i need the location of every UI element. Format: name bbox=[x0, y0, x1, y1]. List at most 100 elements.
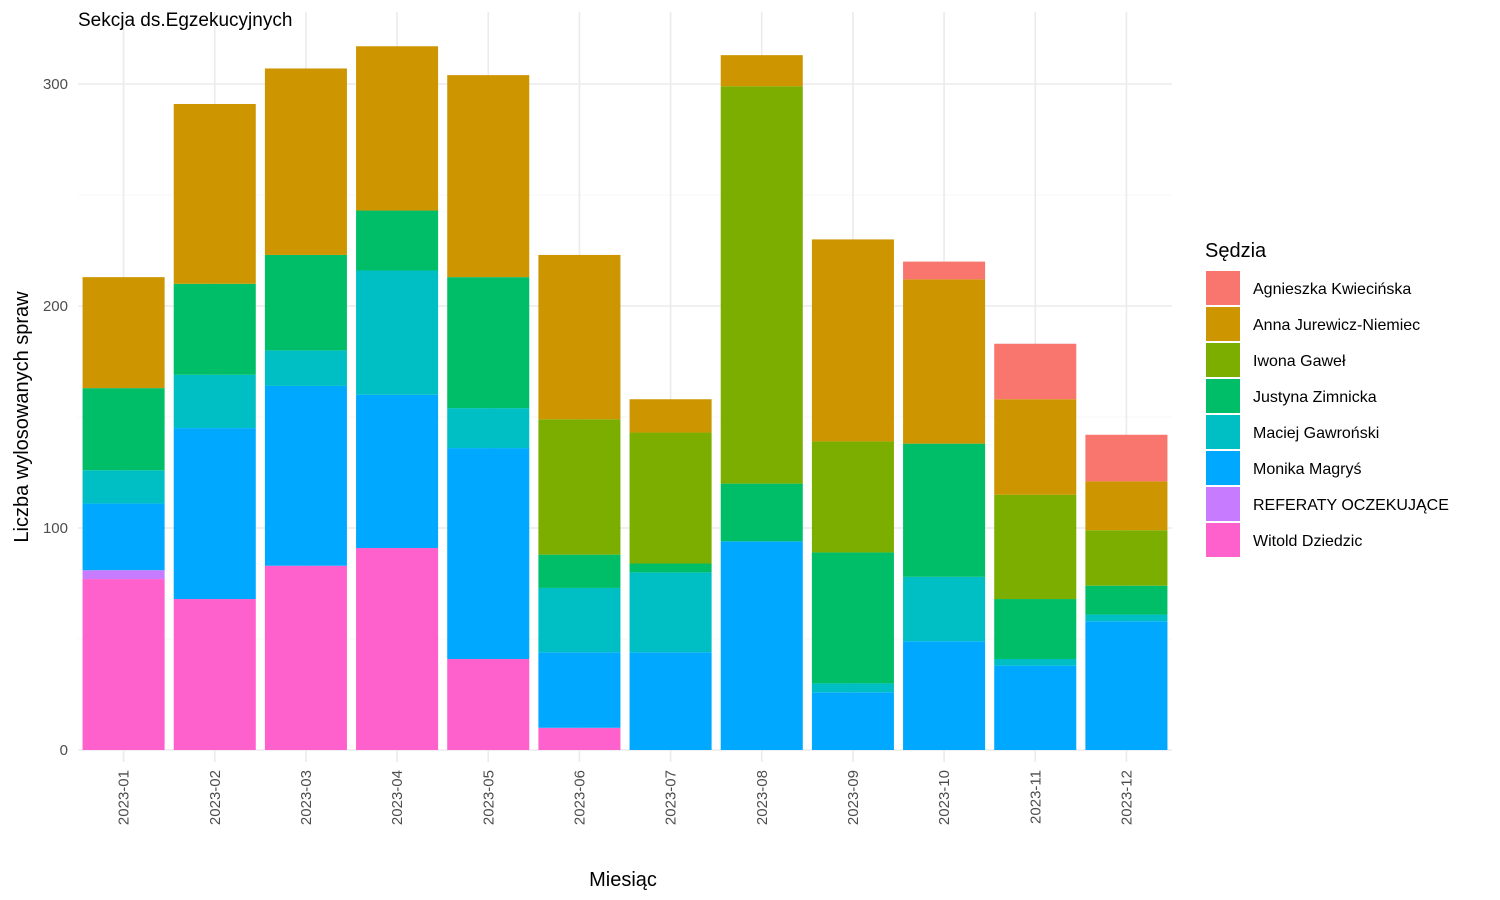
bar-segment bbox=[82, 388, 165, 471]
bar-segment bbox=[264, 254, 347, 351]
bar-segment bbox=[447, 448, 530, 659]
x-tick-label: 2023-03 bbox=[298, 770, 315, 825]
legend-title: Sędzia bbox=[1205, 240, 1267, 262]
legend: Sędzia Agnieszka Kwiecińska Anna Jurewicz… bbox=[1205, 240, 1449, 557]
bar-segment bbox=[903, 641, 986, 750]
bar-segment bbox=[538, 554, 621, 588]
legend-label: Justyna Zimnicka bbox=[1253, 389, 1377, 406]
bar-segment bbox=[903, 279, 986, 444]
bar-segment bbox=[356, 270, 439, 395]
legend-label: REFERATY OCZEKUJĄCE bbox=[1253, 497, 1449, 514]
bar-segment bbox=[82, 277, 165, 389]
bar-segment bbox=[173, 103, 256, 284]
legend-label: Witold Dziedzic bbox=[1253, 533, 1362, 550]
bar-segment bbox=[811, 239, 894, 442]
legend-label: Maciej Gawroński bbox=[1253, 425, 1379, 442]
bar-segment bbox=[903, 261, 986, 280]
bar-segment bbox=[264, 565, 347, 750]
x-tick-label: 2023-09 bbox=[845, 770, 862, 825]
bar-segment bbox=[994, 494, 1077, 600]
legend-swatch bbox=[1206, 487, 1240, 521]
legend-swatch bbox=[1206, 415, 1240, 449]
x-tick-label: 2023-07 bbox=[663, 770, 680, 825]
x-tick-label: 2023-08 bbox=[754, 770, 771, 825]
x-tick-label: 2023-06 bbox=[571, 770, 588, 825]
bar-segment bbox=[994, 599, 1077, 659]
y-tick-label: 0 bbox=[60, 742, 68, 759]
bar-segment bbox=[356, 210, 439, 271]
legend-swatch bbox=[1206, 271, 1240, 305]
x-tick-label: 2023-05 bbox=[480, 770, 497, 825]
bar-segment bbox=[1085, 481, 1168, 531]
x-tick-label: 2023-12 bbox=[1118, 770, 1135, 825]
bar-segment bbox=[447, 277, 530, 409]
legend-swatch bbox=[1206, 379, 1240, 413]
bar-segment bbox=[720, 541, 803, 750]
bar-segment bbox=[994, 399, 1077, 495]
legend-label: Anna Jurewicz-Niemiec bbox=[1253, 317, 1420, 334]
bar-segment bbox=[82, 570, 165, 580]
legend-swatch bbox=[1206, 523, 1240, 557]
bar-segment bbox=[1085, 621, 1168, 750]
bar-segment bbox=[264, 350, 347, 386]
x-tick-label: 2023-02 bbox=[207, 770, 224, 825]
x-tick-label: 2023-10 bbox=[936, 770, 953, 825]
bar-segment bbox=[538, 652, 621, 728]
bar-segment bbox=[1085, 434, 1168, 482]
x-axis-title: Miesiąc bbox=[589, 869, 657, 891]
bar-segment bbox=[82, 579, 165, 750]
bar-segment bbox=[173, 374, 256, 429]
bar-segment bbox=[811, 683, 894, 693]
bar-segment bbox=[356, 46, 439, 211]
x-tick-label: 2023-01 bbox=[116, 770, 133, 825]
bar-segment bbox=[1085, 530, 1168, 586]
bar-segment bbox=[264, 385, 347, 566]
bar-segment bbox=[811, 552, 894, 684]
chart-title: Sekcja ds.Egzekucyjnych bbox=[78, 10, 292, 31]
bar-segment bbox=[903, 443, 986, 577]
bar-segment bbox=[629, 432, 712, 564]
y-axis-ticks: 0 100 200 300 bbox=[43, 76, 68, 759]
bar-segment bbox=[82, 470, 165, 504]
bar-segment bbox=[447, 408, 530, 449]
legend-swatch bbox=[1206, 307, 1240, 341]
bar-segment bbox=[447, 658, 530, 750]
bar-segment bbox=[173, 599, 256, 750]
bar-segment bbox=[994, 343, 1077, 400]
y-tick-label: 100 bbox=[43, 520, 68, 537]
bar-segment bbox=[994, 658, 1077, 666]
bar-segment bbox=[82, 503, 165, 571]
y-tick-label: 200 bbox=[43, 298, 68, 315]
x-axis-ticks: 2023-01 2023-02 2023-03 2023-04 2023-05 2023-… bbox=[116, 770, 1136, 825]
bar-segment bbox=[629, 652, 712, 750]
bar-segment bbox=[538, 254, 621, 420]
bar-segment bbox=[538, 587, 621, 653]
bar-segment bbox=[903, 576, 986, 642]
bar-segment bbox=[629, 563, 712, 573]
bar-segment bbox=[1085, 585, 1168, 615]
x-tick-label: 2023-11 bbox=[1027, 770, 1044, 824]
bar-segment bbox=[447, 75, 530, 278]
bar-segment bbox=[629, 399, 712, 433]
bar-segment bbox=[720, 86, 803, 484]
bar-segment bbox=[720, 55, 803, 87]
bars bbox=[82, 46, 1168, 750]
legend-swatch bbox=[1206, 451, 1240, 485]
bar-segment bbox=[538, 727, 621, 750]
legend-label: Monika Magryś bbox=[1253, 461, 1361, 478]
bar-segment bbox=[1085, 614, 1168, 622]
bar-segment bbox=[173, 428, 256, 600]
bar-segment bbox=[356, 547, 439, 750]
legend-swatch bbox=[1206, 343, 1240, 377]
bar-segment bbox=[811, 692, 894, 750]
y-tick-label: 300 bbox=[43, 76, 68, 93]
bar-segment bbox=[356, 394, 439, 548]
bar-segment bbox=[720, 483, 803, 542]
bar-segment bbox=[994, 665, 1077, 750]
legend-label: Agnieszka Kwiecińska bbox=[1253, 281, 1411, 298]
bar-segment bbox=[538, 419, 621, 555]
bar-segment bbox=[173, 283, 256, 375]
x-tick-label: 2023-04 bbox=[389, 770, 406, 825]
bar-segment bbox=[629, 572, 712, 653]
